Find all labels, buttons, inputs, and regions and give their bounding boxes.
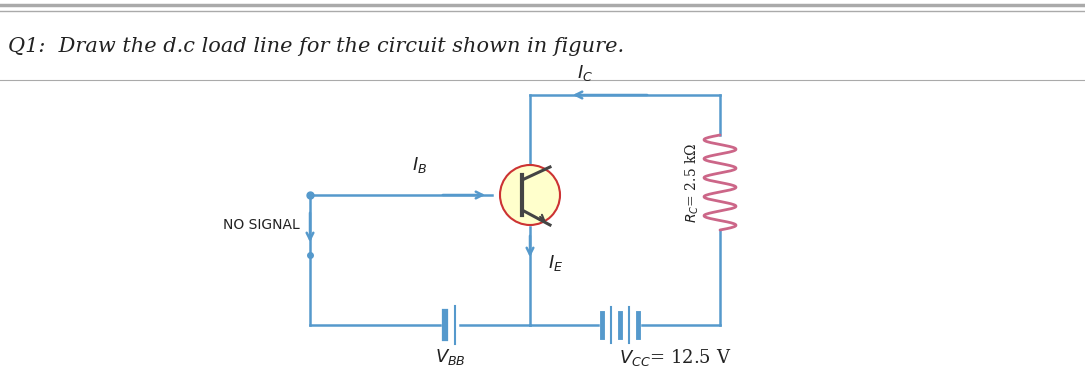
Text: Q1:  Draw the d.c load line for the circuit shown in figure.: Q1: Draw the d.c load line for the circu… — [8, 36, 624, 55]
Text: $I_C$: $I_C$ — [577, 63, 593, 83]
Text: $I_B$: $I_B$ — [412, 155, 427, 175]
Text: $I_E$: $I_E$ — [548, 253, 563, 273]
Circle shape — [500, 165, 560, 225]
Text: $V_{CC}$= 12.5 V: $V_{CC}$= 12.5 V — [618, 347, 731, 368]
Text: NO SIGNAL: NO SIGNAL — [224, 218, 299, 232]
Text: $V_{BB}$: $V_{BB}$ — [435, 347, 465, 367]
Text: $R_C$= 2.5 kΩ: $R_C$= 2.5 kΩ — [684, 142, 701, 223]
